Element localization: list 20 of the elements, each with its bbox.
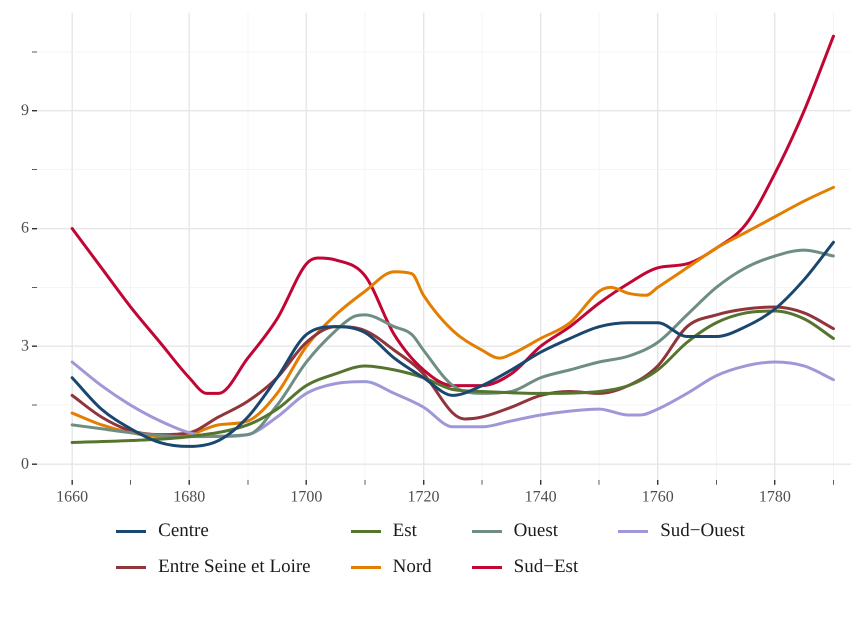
line-series bbox=[70, 34, 835, 395]
legend-label: Entre Seine et Loire bbox=[158, 556, 311, 578]
x-tick-label: 1740 bbox=[524, 488, 557, 506]
x-tick-label: 1700 bbox=[290, 488, 322, 506]
x-tick-label: 1720 bbox=[408, 488, 440, 506]
x-tick-label: 1680 bbox=[173, 488, 206, 506]
x-tick-label: 1780 bbox=[758, 488, 791, 506]
legend-label: Est bbox=[392, 520, 417, 542]
legend-label: Sud−Est bbox=[514, 556, 578, 578]
y-tick-label: 0 bbox=[21, 455, 29, 472]
x-tick-label: 1760 bbox=[642, 488, 674, 506]
y-tick-label: 6 bbox=[21, 220, 29, 237]
y-tick-label: 9 bbox=[21, 102, 29, 119]
legend-label: Nord bbox=[392, 556, 432, 578]
y-tick-label: 3 bbox=[21, 338, 29, 355]
legend-label: Sud−Ouest bbox=[660, 520, 745, 542]
line-series bbox=[70, 360, 835, 438]
legend-label: Ouest bbox=[514, 520, 558, 542]
x-tick-label: 1660 bbox=[56, 488, 88, 506]
legend-label: Centre bbox=[158, 520, 209, 542]
